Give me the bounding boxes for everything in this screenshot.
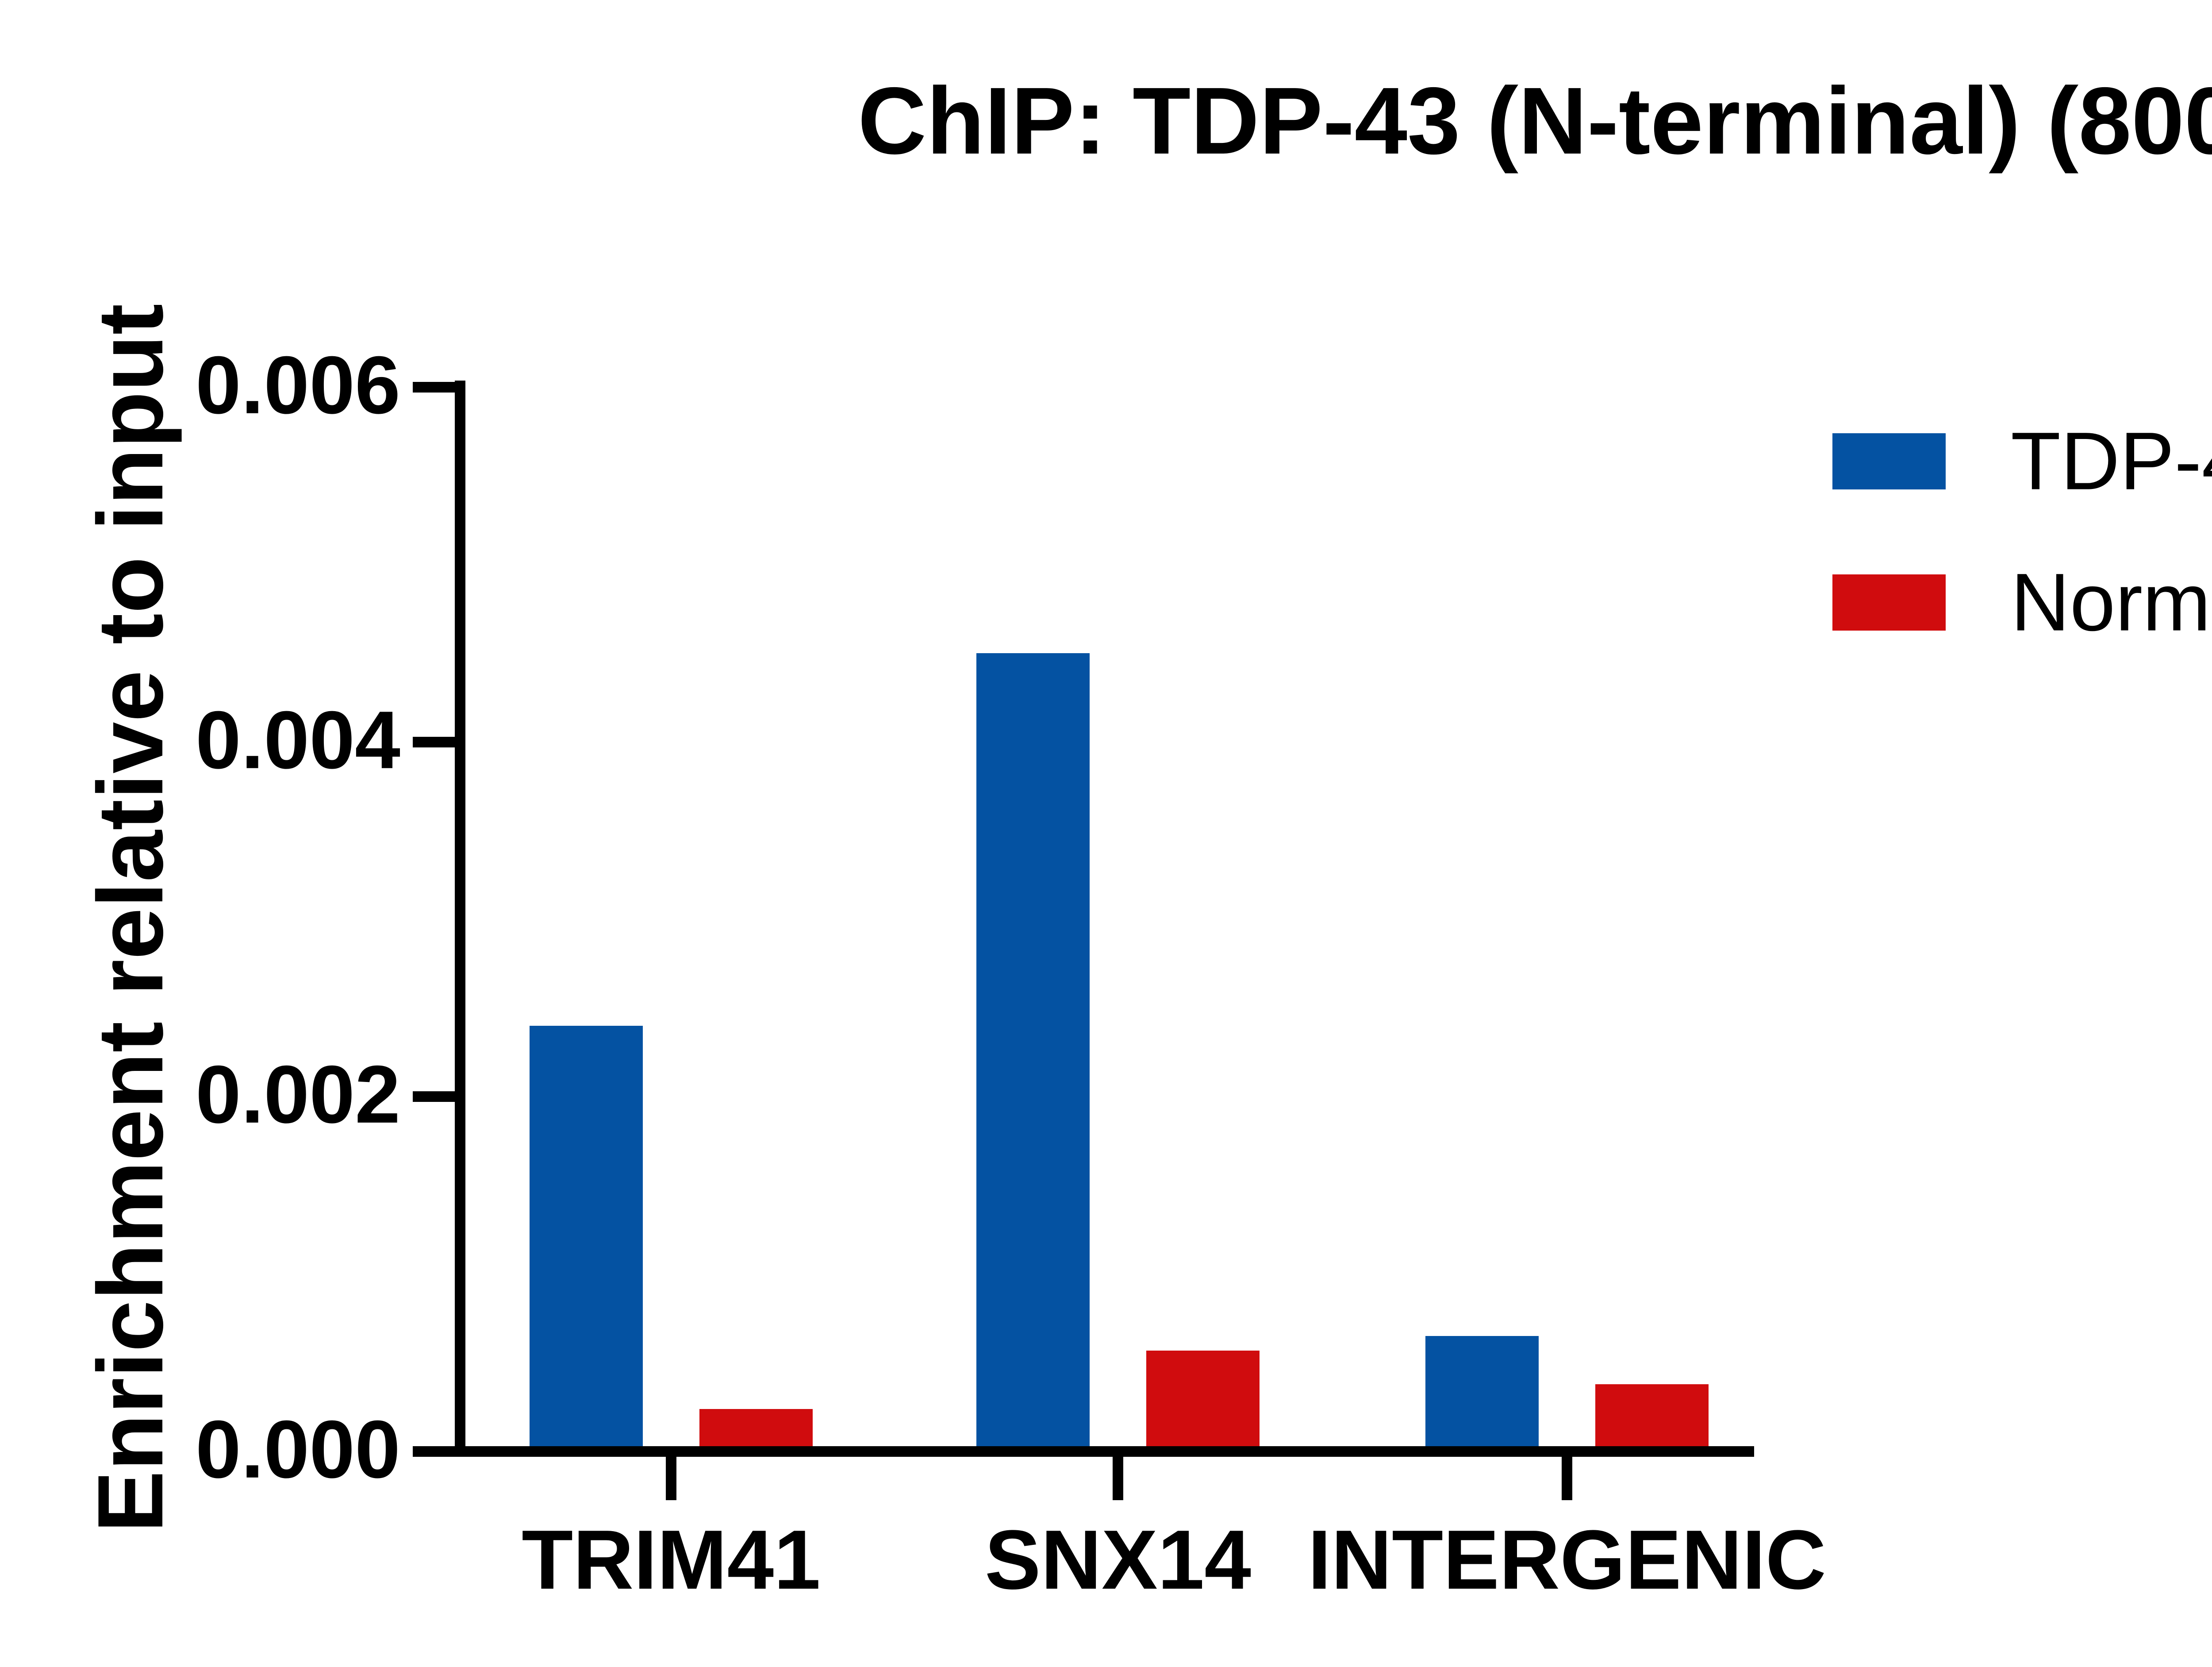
legend-swatch-normal-rabbit-igg-98136-1-rr: [1832, 574, 1946, 631]
bar-intergenic-tdp-43-n-terminal-80002-1-rr: [1425, 1336, 1539, 1451]
x-tick-label-trim41: TRIM41: [522, 1513, 821, 1607]
chart-title: ChIP: TDP-43 (N-terminal) (80002-1-RR): [857, 67, 2212, 174]
y-tick-0.002: [413, 1091, 455, 1102]
bar-snx14-tdp-43-n-terminal-80002-1-rr: [976, 653, 1090, 1451]
y-tick-label-0.000: 0.000: [196, 1404, 400, 1495]
x-axis-line: [449, 1446, 1754, 1457]
bar-trim41-normal-rabbit-igg-98136-1-rr: [699, 1409, 813, 1451]
y-tick-0.000: [413, 1446, 455, 1457]
y-tick-0.006: [413, 382, 455, 393]
x-tick-intergenic: [1562, 1457, 1572, 1500]
bar-intergenic-normal-rabbit-igg-98136-1-rr: [1595, 1384, 1709, 1451]
legend-label-tdp-43-n-terminal-80002-1-rr: TDP-43 (N-terminal) (80002-1-RR): [2011, 416, 2212, 507]
legend-swatch-tdp-43-n-terminal-80002-1-rr: [1832, 433, 1946, 489]
y-tick-label-0.006: 0.006: [196, 339, 400, 431]
x-tick-label-intergenic: INTERGENIC: [1308, 1513, 1826, 1607]
y-tick-label-0.002: 0.002: [196, 1049, 400, 1141]
bar-snx14-normal-rabbit-igg-98136-1-rr: [1146, 1350, 1260, 1451]
legend-label-normal-rabbit-igg-98136-1-rr: Normal Rabbit IgG (98136-1-RR): [2011, 557, 2212, 648]
y-axis-line: [455, 381, 465, 1457]
bar-trim41-tdp-43-n-terminal-80002-1-rr: [530, 1026, 643, 1451]
y-axis-title: Enrichment relative to input: [78, 304, 182, 1533]
x-tick-label-snx14: SNX14: [984, 1513, 1251, 1607]
x-tick-snx14: [1113, 1457, 1123, 1500]
x-tick-trim41: [666, 1457, 676, 1500]
y-tick-label-0.004: 0.004: [196, 694, 400, 786]
y-tick-0.004: [413, 736, 455, 747]
